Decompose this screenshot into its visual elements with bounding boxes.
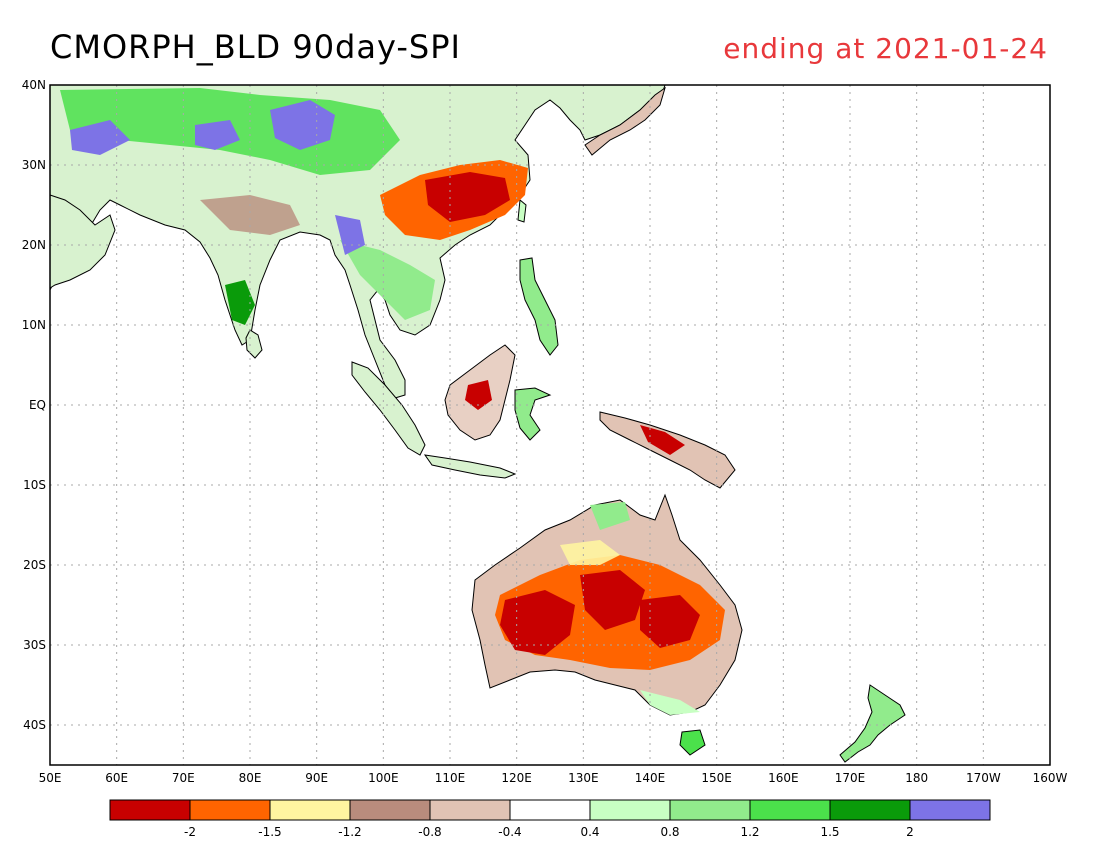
lon-label-100E: 100E <box>368 771 399 785</box>
lat-label-40N: 40N <box>22 78 46 92</box>
lon-label-170E: 170E <box>835 771 866 785</box>
legend-label-0: -2 <box>184 825 196 839</box>
legend-swatch-4 <box>429 799 511 821</box>
lat-label-EQ: EQ <box>29 398 46 412</box>
map-subtitle: ending at 2021-01-24 <box>723 32 1048 65</box>
landmass-arabia-edge <box>49 194 116 289</box>
latitude-labels: 40N 30N 20N 10N EQ 10S 20S 30S 40S <box>22 78 46 732</box>
landmass-new-zealand <box>839 684 906 763</box>
legend-swatch-7 <box>669 799 751 821</box>
lon-label-90E: 90E <box>305 771 328 785</box>
very-dry-patch-south-china <box>425 172 510 222</box>
lat-label-20N: 20N <box>22 238 46 252</box>
lon-label-150E: 150E <box>701 771 732 785</box>
lon-label-180: 180 <box>905 771 928 785</box>
dry-patch-india <box>200 195 300 235</box>
spi-anomaly-layer <box>60 88 725 715</box>
very-dry-patch-new-guinea <box>640 425 685 455</box>
landmass-sumatra <box>351 361 426 456</box>
lon-label-120E: 120E <box>501 771 532 785</box>
landmass-japan <box>584 86 666 156</box>
legend-label-7: 1.2 <box>740 825 759 839</box>
lat-label-10S: 10S <box>23 478 46 492</box>
lon-label-170W: 170W <box>966 771 1001 785</box>
very-wet-patch-myanmar <box>335 215 365 255</box>
legend-label-9: 2 <box>906 825 914 839</box>
lon-label-130E: 130E <box>568 771 599 785</box>
lat-label-10N: 10N <box>22 318 46 332</box>
wet-patch-australia-southeast <box>640 690 700 715</box>
lon-label-70E: 70E <box>172 771 195 785</box>
map-gridlines <box>50 85 1050 765</box>
legend-swatch-5 <box>509 799 591 821</box>
legend-label-5: 0.4 <box>580 825 599 839</box>
lon-label-50E: 50E <box>39 771 62 785</box>
very-dry-patch-australia-central <box>580 570 645 630</box>
lon-label-60E: 60E <box>105 771 128 785</box>
lat-label-30N: 30N <box>22 158 46 172</box>
lon-label-140E: 140E <box>635 771 666 785</box>
legend-swatch-8 <box>749 799 831 821</box>
map-frame <box>49 84 1051 766</box>
lat-label-30S: 30S <box>23 638 46 652</box>
lon-label-160E: 160E <box>768 771 799 785</box>
legend-label-4: -0.4 <box>498 825 521 839</box>
dry-patch-australia-yellow <box>560 540 620 565</box>
very-dry-patch-australia-west <box>500 590 575 655</box>
very-dry-patch-borneo <box>465 380 492 410</box>
wet-patch-australia-north <box>590 502 630 530</box>
landmass-sulawesi <box>514 387 552 441</box>
lat-label-20S: 20S <box>23 558 46 572</box>
legend-label-8: 1.5 <box>820 825 839 839</box>
legend-swatch-0 <box>109 799 191 821</box>
legend-label-3: -0.8 <box>418 825 441 839</box>
landmass-tasmania <box>679 729 706 756</box>
color-legend: -2 -1.5 -1.2 -0.8 -0.4 0.4 0.8 1.2 1.5 2 <box>109 799 991 839</box>
very-wet-patch-tibet <box>270 100 335 150</box>
landmass-philippines <box>519 257 559 356</box>
legend-swatch-10 <box>909 799 991 821</box>
lon-label-80E: 80E <box>239 771 262 785</box>
map-title: CMORPH_BLD 90day-SPI <box>50 28 461 66</box>
lon-label-160W: 160W <box>1033 771 1068 785</box>
legend-swatch-3 <box>349 799 431 821</box>
legend-swatch-9 <box>829 799 911 821</box>
legend-label-6: 0.8 <box>660 825 679 839</box>
lon-label-110E: 110E <box>435 771 466 785</box>
landmass-java <box>423 454 517 479</box>
legend-swatch-1 <box>189 799 271 821</box>
landmass-taiwan <box>517 199 527 223</box>
wet-patch-india-south <box>225 280 255 325</box>
legend-label-1: -1.5 <box>258 825 281 839</box>
very-wet-patch-west-asia <box>70 120 130 155</box>
lat-label-40S: 40S <box>23 718 46 732</box>
very-dry-patch-australia-east <box>640 595 700 648</box>
legend-label-2: -1.2 <box>338 825 361 839</box>
legend-swatch-6 <box>589 799 671 821</box>
wet-patch-indochina <box>340 240 435 320</box>
very-wet-patch-north <box>195 120 240 150</box>
longitude-labels: 50E 60E 70E 80E 90E 100E 110E 120E 130E 140E 150E 1… <box>39 771 1068 785</box>
legend-swatch-2 <box>269 799 351 821</box>
